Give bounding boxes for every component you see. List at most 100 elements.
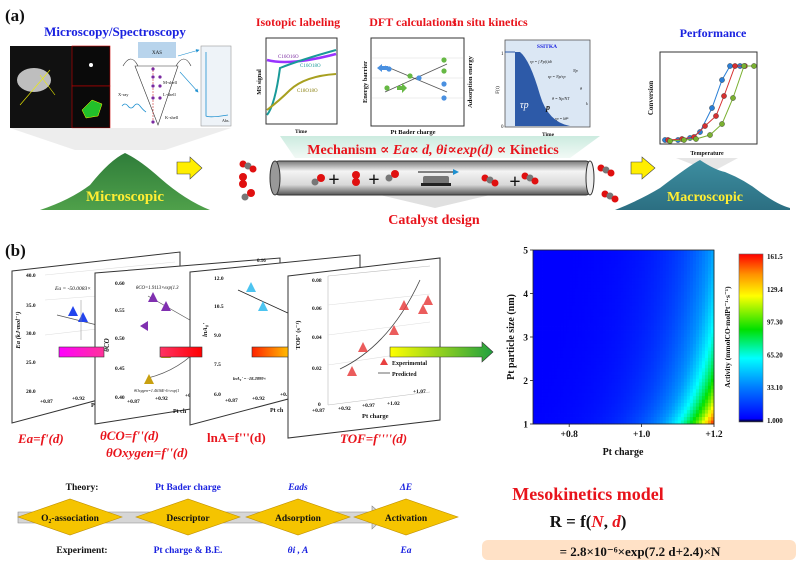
heatmap-cell	[614, 403, 618, 407]
heatmap-cell	[557, 364, 561, 369]
heatmap-cell	[701, 267, 706, 272]
heatmap-cell	[626, 309, 630, 314]
heatmap-cell	[584, 291, 588, 296]
heatmap-cell	[629, 253, 633, 258]
heatmap-cell	[533, 277, 537, 282]
heatmap-cell	[533, 319, 537, 324]
heatmap-cell	[548, 357, 552, 362]
heatmap-cell	[680, 260, 685, 265]
heatmap-cell	[665, 396, 670, 401]
heatmap-cell	[623, 274, 627, 279]
heatmap-cell	[701, 382, 706, 387]
heatmap-cell	[623, 396, 627, 401]
heatmap-cell	[626, 357, 630, 362]
heatmap-cell	[686, 270, 691, 275]
heatmap-cell	[635, 270, 639, 275]
heatmap-cell	[635, 361, 639, 366]
heatmap-cell	[683, 291, 688, 296]
heatmap-cell	[626, 389, 630, 394]
heatmap-cell	[641, 371, 646, 376]
heatmap-cell	[632, 357, 636, 362]
heatmap-cell	[644, 284, 649, 289]
heatmap-cell	[566, 337, 570, 341]
heatmap-cell	[626, 413, 630, 418]
heatmap-cell	[551, 312, 555, 317]
heatmap-cell	[650, 399, 655, 404]
heatmap-cell	[650, 319, 655, 324]
heatmap-cell	[671, 396, 676, 401]
heatmap-cell	[671, 274, 676, 279]
heatmap-cell	[569, 253, 573, 258]
heatmap-cell	[575, 284, 579, 289]
heatmap-cell	[599, 413, 603, 418]
heatmap-cell	[671, 263, 676, 268]
heatmap-cell	[644, 413, 649, 418]
heatmap-cell	[629, 385, 633, 390]
heatmap-cell	[563, 337, 567, 341]
heatmap-cell	[590, 389, 594, 394]
heatmap-cell	[680, 274, 685, 279]
heatmap-cell	[647, 378, 652, 383]
heatmap-cell	[563, 357, 567, 362]
heatmap-cell	[665, 326, 670, 331]
heatmap-cell	[632, 291, 636, 296]
heatmap-cell	[644, 250, 649, 254]
heatmap-cell	[605, 410, 609, 414]
heatmap-cell	[632, 347, 636, 352]
heatmap-cell	[680, 385, 685, 390]
heatmap-cell	[551, 343, 555, 348]
heatmap-cell	[680, 343, 685, 348]
heatmap-cell	[632, 371, 636, 376]
heatmap-cell	[602, 340, 606, 345]
heatmap-cell	[698, 309, 703, 314]
heatmap-cell	[617, 253, 621, 258]
heatmap-cell	[665, 281, 670, 286]
heatmap-cell	[620, 406, 624, 411]
heatmap-cell	[635, 295, 639, 300]
heatmap-cell	[590, 270, 594, 275]
heatmap-cell	[566, 274, 570, 279]
heatmap-cell	[662, 420, 667, 425]
heatmap-cell	[635, 326, 639, 331]
heatmap-cell	[611, 270, 615, 275]
heatmap-cell	[689, 371, 694, 376]
heatmap-cell	[629, 343, 633, 348]
heatmap-cell	[659, 340, 664, 345]
heatmap-cell	[614, 267, 618, 272]
heatmap-cell	[665, 295, 670, 300]
heatmap-cell	[596, 413, 600, 418]
heatmap-cell	[674, 309, 679, 314]
heatmap-cell	[566, 291, 570, 296]
heatmap-cell	[686, 357, 691, 362]
heatmap-cell	[689, 326, 694, 331]
heatmap-cell	[668, 316, 673, 320]
heatmap-cell	[698, 340, 703, 345]
heatmap-ytick: 2	[523, 377, 528, 387]
heatmap-cell	[641, 420, 646, 425]
heatmap-cell	[683, 326, 688, 331]
heatmap-cell	[587, 256, 591, 261]
heatmap-cell	[656, 399, 661, 404]
heatmap-cell	[662, 417, 667, 421]
heatmap-cell	[593, 368, 597, 373]
heatmap-cell	[554, 337, 558, 341]
heatmap-cell	[707, 277, 712, 282]
heatmap-cell	[596, 305, 600, 310]
heatmap-cell	[608, 375, 612, 380]
heatmap-cell	[659, 417, 664, 421]
heatmap-cell	[617, 337, 621, 341]
heatmap-cell	[629, 340, 633, 345]
heatmap-cell	[557, 361, 561, 366]
heatmap-cell	[704, 361, 709, 366]
heatmap-cell	[647, 420, 652, 425]
heatmap-cell	[578, 270, 582, 275]
heatmap-cell	[674, 382, 679, 387]
heatmap-cell	[611, 316, 615, 320]
heatmap-cell	[698, 305, 703, 310]
heatmap-cell	[608, 361, 612, 366]
heatmap-cell	[674, 250, 679, 254]
heatmap-cell	[572, 403, 576, 407]
heatmap-cell	[668, 361, 673, 366]
heatmap-cell	[674, 277, 679, 282]
heatmap-cell	[584, 319, 588, 324]
